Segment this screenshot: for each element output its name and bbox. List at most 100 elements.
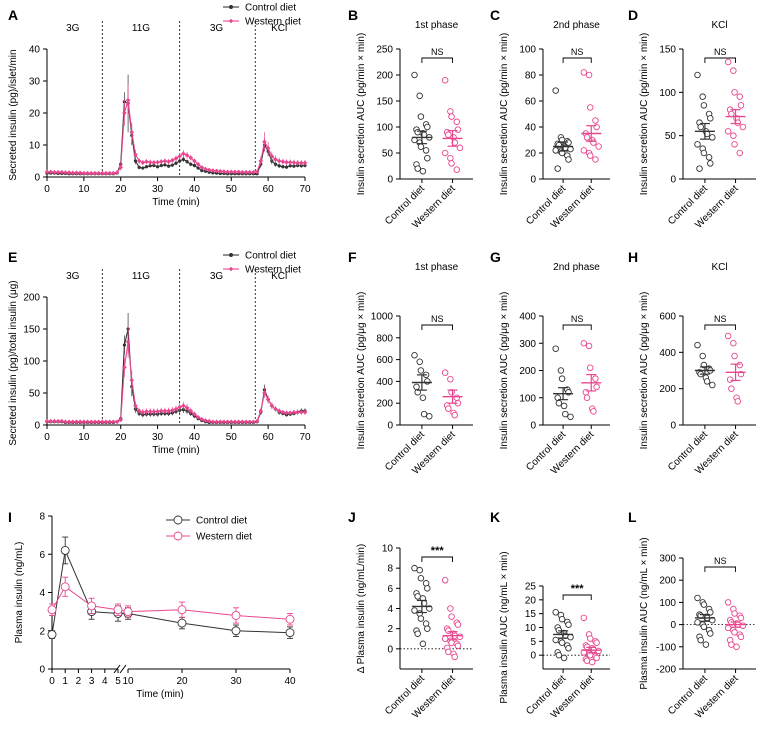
panel-label: L	[628, 509, 637, 525]
data-point	[593, 639, 600, 646]
y-axis-label: Insulin secretion AUC (pg/μg × min)	[356, 292, 367, 450]
data-point	[302, 160, 308, 166]
phase-label: 3G	[66, 23, 80, 34]
panel-label: G	[490, 249, 501, 265]
y-tick-label: 2	[39, 626, 45, 637]
data-point	[147, 159, 153, 165]
panel-k: K 0 5 10 15 20 25 Plasma insulin AUC (ng/mL × m…	[490, 509, 610, 721]
data-point	[565, 156, 572, 163]
data-point	[557, 367, 565, 374]
data-point	[66, 419, 72, 425]
data-point	[195, 415, 201, 420]
data-point	[565, 139, 572, 146]
data-point	[273, 406, 278, 412]
data-point	[284, 159, 289, 165]
y-tick-label: 0	[39, 665, 45, 676]
x-tick-label: 50	[226, 184, 238, 195]
data-point	[445, 627, 452, 634]
data-point	[700, 102, 708, 109]
y-tick-label: 10	[382, 544, 394, 555]
data-point	[580, 69, 588, 76]
data-point	[262, 139, 267, 145]
y-tick-label: 50	[382, 149, 394, 160]
x-tick-label: 10	[122, 676, 134, 687]
panel-title: 2nd phase	[553, 20, 600, 31]
data-point	[199, 165, 205, 170]
data-point	[74, 419, 79, 425]
phase-label: 11G	[132, 23, 150, 34]
data-point	[225, 169, 230, 175]
data-point	[59, 169, 65, 175]
data-point	[739, 123, 747, 131]
data-point	[699, 352, 706, 360]
data-point	[166, 408, 171, 414]
data-point	[158, 408, 164, 414]
data-point	[595, 647, 602, 655]
panel-label: J	[348, 509, 356, 525]
data-point	[707, 160, 714, 167]
data-point	[103, 419, 109, 425]
series-line	[51, 548, 291, 635]
data-point	[155, 165, 160, 169]
data-point	[583, 657, 591, 664]
data-point	[221, 169, 227, 174]
data-point	[155, 159, 160, 165]
y-tick-label: 200	[519, 366, 536, 377]
data-point	[700, 149, 708, 157]
significance-bracket	[421, 556, 454, 562]
data-point	[453, 166, 461, 173]
data-point	[447, 108, 454, 115]
y-axis-label: Secreted insulin (pg)/total insulin (μg)	[8, 280, 19, 445]
panel-a: A 0 10 20 30 40 0 10 20 30 40 50 60 70 Time (min) Secre…	[8, 3, 311, 209]
y-tick-label: 0	[670, 421, 676, 432]
y-tick-label: 5	[530, 637, 536, 648]
y-tick-label: 200	[659, 576, 676, 587]
data-point	[137, 165, 141, 169]
data-point	[411, 71, 418, 79]
data-point	[217, 168, 223, 174]
data-point	[195, 161, 201, 167]
data-point	[111, 419, 116, 425]
data-point	[419, 167, 427, 175]
data-point	[456, 633, 464, 640]
significance-label: ***	[571, 583, 585, 595]
data-point	[189, 162, 193, 166]
y-tick-label: 8	[39, 512, 45, 523]
x-axis-label: Time (min)	[152, 445, 199, 456]
legend-marker	[229, 253, 233, 257]
data-point	[447, 605, 454, 612]
y-tick-label: 0	[34, 421, 40, 432]
data-point	[44, 418, 50, 424]
y-tick-label: 150	[659, 45, 676, 56]
y-tick-label: 8	[387, 564, 393, 575]
y-axis-label: Insulin secretion AUC (pg/min × min)	[639, 33, 650, 196]
data-point	[281, 165, 285, 169]
data-point	[55, 169, 61, 175]
data-point	[125, 339, 131, 345]
y-axis-label: Δ Plasma insulin (ng/mL/min)	[356, 544, 367, 674]
panel-label: H	[628, 249, 638, 265]
data-point	[552, 636, 559, 644]
data-point	[733, 643, 740, 651]
y-tick-label: 300	[519, 339, 536, 350]
panel-label: K	[490, 509, 500, 525]
significance-label: NS	[714, 47, 727, 57]
data-point	[52, 169, 57, 175]
data-point	[707, 115, 714, 122]
data-point	[81, 170, 87, 176]
significance-bracket	[704, 566, 737, 572]
x-tick-label: 20	[115, 432, 127, 443]
data-point	[590, 408, 597, 415]
data-point	[737, 614, 745, 622]
data-point	[586, 635, 594, 642]
data-point	[92, 170, 98, 176]
x-tick-label: 70	[299, 432, 311, 443]
data-point	[203, 418, 208, 423]
y-axis-label: Insulin secretion AUC (pg/μg × min)	[639, 292, 650, 450]
data-point	[192, 158, 197, 164]
x-tick-label: 20	[176, 676, 188, 687]
data-point	[724, 332, 732, 340]
data-point	[580, 614, 588, 622]
data-point	[702, 641, 710, 648]
legend-label: Control diet	[196, 516, 247, 527]
